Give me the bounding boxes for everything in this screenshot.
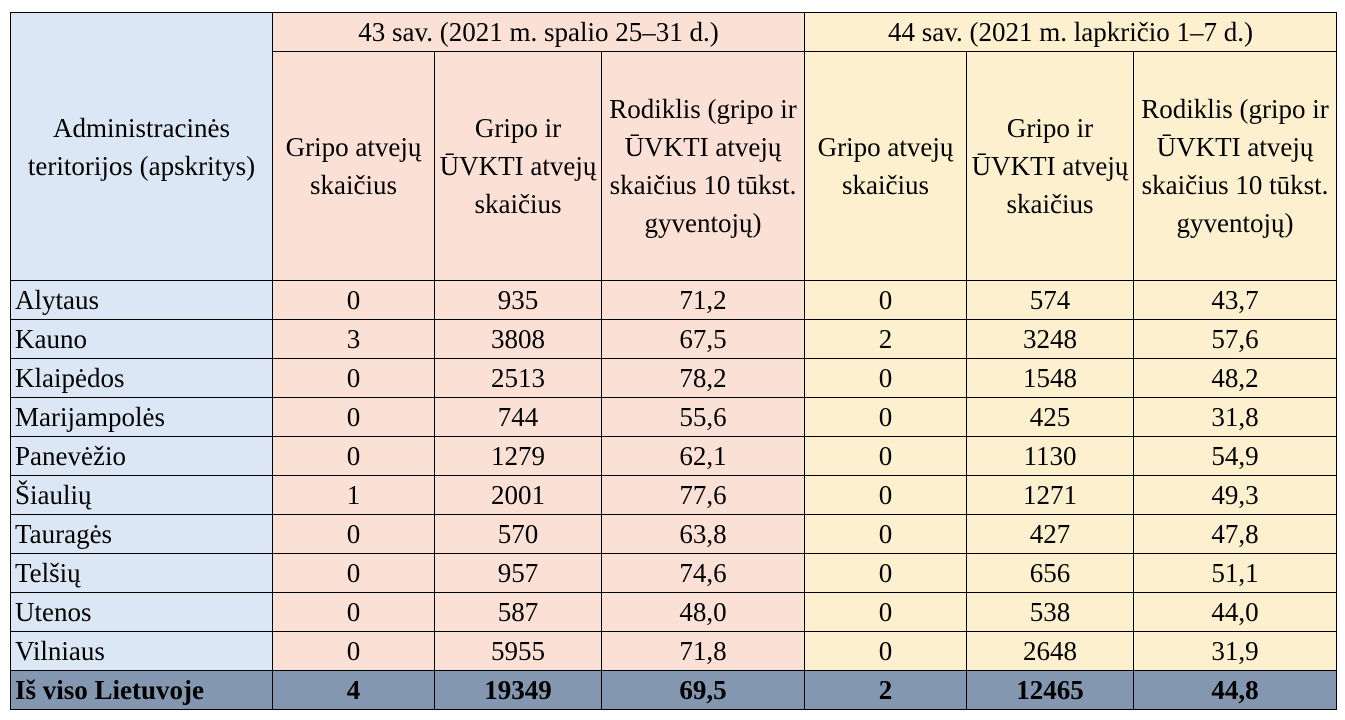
total-label: Iš viso Lietuvoje (10, 670, 273, 710)
county-name: Panevėžio (10, 436, 273, 476)
data-cell: 574 (966, 280, 1134, 320)
data-cell: 0 (804, 592, 967, 632)
data-cell: 5955 (434, 631, 602, 671)
data-cell: 0 (804, 631, 967, 671)
data-cell: 3248 (966, 319, 1134, 359)
total-cell: 44,8 (1132, 670, 1338, 710)
table-row: Alytaus 0 935 71,2 0 574 43,7 (10, 280, 1338, 320)
table-row: Šiaulių 1 2001 77,6 0 1271 49,3 (10, 475, 1338, 515)
county-name: Tauragės (10, 514, 273, 554)
data-cell: 78,2 (601, 358, 805, 398)
total-cell: 69,5 (601, 670, 805, 710)
data-cell: 43,7 (1132, 280, 1338, 320)
data-cell: 1548 (966, 358, 1134, 398)
week44-flu-arvi-header: Gripo ir ŪVKTI atvejų skaičius (966, 51, 1134, 281)
territory-header: Administracinės teritorijos (apskritys) (10, 12, 273, 281)
county-name: Klaipėdos (10, 358, 273, 398)
data-cell: 2 (804, 319, 967, 359)
data-cell: 0 (272, 436, 435, 476)
data-cell: 0 (804, 358, 967, 398)
data-cell: 935 (434, 280, 602, 320)
data-cell: 44,0 (1132, 592, 1338, 632)
data-cell: 71,8 (601, 631, 805, 671)
data-cell: 57,6 (1132, 319, 1338, 359)
table-row: Vilniaus 0 5955 71,8 0 2648 31,9 (10, 631, 1338, 671)
data-cell: 47,8 (1132, 514, 1338, 554)
data-cell: 425 (966, 397, 1134, 437)
table-row: Telšių 0 957 74,6 0 656 51,1 (10, 553, 1338, 593)
table-row: Tauragės 0 570 63,8 0 427 47,8 (10, 514, 1338, 554)
data-cell: 55,6 (601, 397, 805, 437)
data-cell: 0 (272, 358, 435, 398)
data-cell: 0 (804, 514, 967, 554)
data-cell: 2001 (434, 475, 602, 515)
data-cell: 74,6 (601, 553, 805, 593)
data-cell: 67,5 (601, 319, 805, 359)
data-cell: 0 (272, 397, 435, 437)
data-cell: 656 (966, 553, 1134, 593)
data-cell: 0 (272, 280, 435, 320)
data-cell: 0 (272, 631, 435, 671)
data-cell: 0 (804, 397, 967, 437)
week44-flu-header: Gripo atvejų skaičius (804, 51, 967, 281)
county-name: Šiaulių (10, 475, 273, 515)
data-cell: 0 (804, 436, 967, 476)
total-cell: 19349 (434, 670, 602, 710)
week43-flu-arvi-header: Gripo ir ŪVKTI atvejų skaičius (434, 51, 602, 281)
data-cell: 77,6 (601, 475, 805, 515)
data-cell: 570 (434, 514, 602, 554)
data-cell: 0 (804, 475, 967, 515)
table-row: Marijampolės 0 744 55,6 0 425 31,8 (10, 397, 1338, 437)
data-cell: 1130 (966, 436, 1134, 476)
data-cell: 1271 (966, 475, 1134, 515)
data-cell: 48,0 (601, 592, 805, 632)
data-cell: 0 (272, 553, 435, 593)
data-cell: 1 (272, 475, 435, 515)
week43-rate-header: Rodiklis (gripo ir ŪVKTI atvejų skaičius… (601, 51, 805, 281)
county-name: Marijampolės (10, 397, 273, 437)
table-row: Kauno 3 3808 67,5 2 3248 57,6 (10, 319, 1338, 359)
data-cell: 51,1 (1132, 553, 1338, 593)
data-cell: 538 (966, 592, 1134, 632)
data-cell: 0 (804, 280, 967, 320)
data-cell: 48,2 (1132, 358, 1338, 398)
week43-flu-header: Gripo atvejų skaičius (272, 51, 435, 281)
table-row: Utenos 0 587 48,0 0 538 44,0 (10, 592, 1338, 632)
total-cell: 4 (272, 670, 435, 710)
data-cell: 54,9 (1132, 436, 1338, 476)
data-cell: 31,8 (1132, 397, 1338, 437)
data-cell: 2513 (434, 358, 602, 398)
total-cell: 2 (804, 670, 967, 710)
week43-header: 43 sav. (2021 m. spalio 25–31 d.) (272, 12, 805, 52)
table-body: Alytaus 0 935 71,2 0 574 43,7 Kauno 3 3808 67,5 2 32… (10, 280, 1338, 710)
county-name: Utenos (10, 592, 273, 632)
table-row: Klaipėdos 0 2513 78,2 0 1548 48,2 (10, 358, 1338, 398)
week44-header: 44 sav. (2021 m. lapkričio 1–7 d.) (803, 12, 1338, 52)
data-cell: 744 (434, 397, 602, 437)
data-cell: 71,2 (601, 280, 805, 320)
data-cell: 1279 (434, 436, 602, 476)
data-cell: 0 (272, 514, 435, 554)
data-cell: 2648 (966, 631, 1134, 671)
data-cell: 3 (272, 319, 435, 359)
data-cell: 49,3 (1132, 475, 1338, 515)
influenza-table: Administracinės teritorijos (apskritys) … (10, 12, 1338, 710)
data-cell: 0 (804, 553, 967, 593)
total-row: Iš viso Lietuvoje 4 19349 69,5 2 12465 44,8 (10, 670, 1338, 710)
data-cell: 587 (434, 592, 602, 632)
county-name: Alytaus (10, 280, 273, 320)
county-name: Kauno (10, 319, 273, 359)
data-cell: 427 (966, 514, 1134, 554)
county-name: Vilniaus (10, 631, 273, 671)
data-cell: 957 (434, 553, 602, 593)
county-name: Telšių (10, 553, 273, 593)
week44-rate-header: Rodiklis (gripo ir ŪVKTI atvejų skaičius… (1132, 51, 1338, 281)
data-cell: 31,9 (1132, 631, 1338, 671)
data-cell: 63,8 (601, 514, 805, 554)
data-cell: 62,1 (601, 436, 805, 476)
data-cell: 0 (272, 592, 435, 632)
data-cell: 3808 (434, 319, 602, 359)
table-row: Panevėžio 0 1279 62,1 0 1130 54,9 (10, 436, 1338, 476)
total-cell: 12465 (966, 670, 1134, 710)
